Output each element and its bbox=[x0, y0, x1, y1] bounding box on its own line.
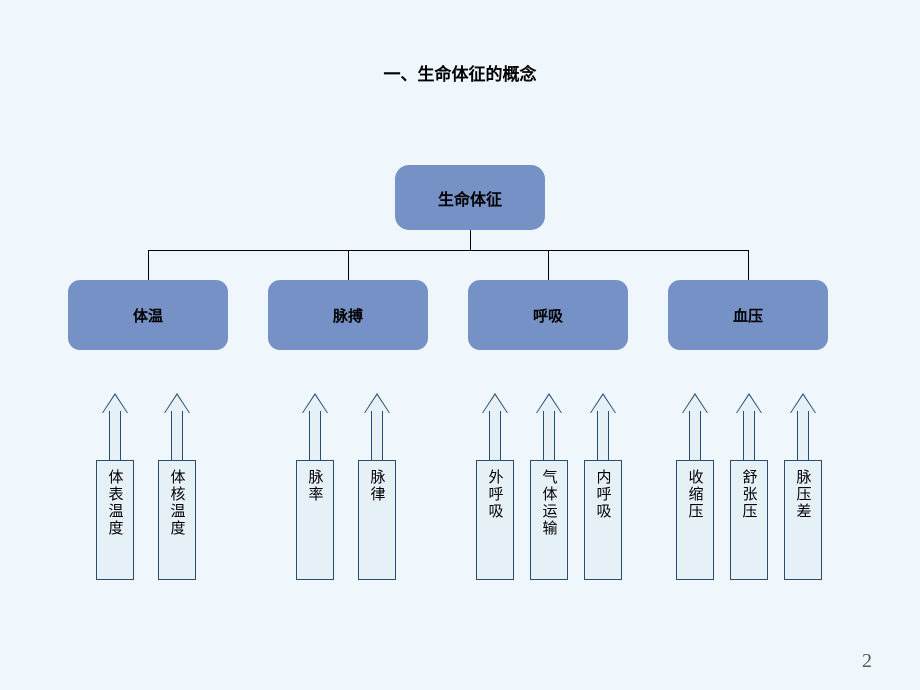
leaf-label: 体表温度 bbox=[105, 469, 126, 537]
leaf-node: 舒张压 bbox=[730, 460, 768, 580]
mid-node-temp: 体温 bbox=[68, 280, 228, 350]
connector-line bbox=[548, 250, 549, 280]
connector-line bbox=[348, 250, 349, 280]
mid-node-pulse: 脉搏 bbox=[268, 280, 428, 350]
mid-node-resp: 呼吸 bbox=[468, 280, 628, 350]
root-label: 生命体征 bbox=[438, 186, 502, 210]
leaf-node: 气体运输 bbox=[530, 460, 568, 580]
leaf-node: 外呼吸 bbox=[476, 460, 514, 580]
mid-label: 脉搏 bbox=[333, 305, 363, 326]
leaf-node: 内呼吸 bbox=[584, 460, 622, 580]
leaf-node: 体核温度 bbox=[158, 460, 196, 580]
mid-node-bp: 血压 bbox=[668, 280, 828, 350]
leaf-label: 体核温度 bbox=[167, 469, 188, 537]
mid-label: 体温 bbox=[133, 305, 163, 326]
page-title: 一、生命体征的概念 bbox=[0, 60, 920, 85]
leaf-label: 脉率 bbox=[305, 469, 326, 503]
connector-line bbox=[470, 230, 471, 250]
page-number: 2 bbox=[862, 650, 872, 673]
leaf-label: 外呼吸 bbox=[485, 469, 506, 520]
connector-line bbox=[748, 250, 749, 280]
leaf-label: 气体运输 bbox=[539, 469, 560, 537]
leaf-node: 收缩压 bbox=[676, 460, 714, 580]
connector-line bbox=[148, 250, 748, 251]
leaf-label: 内呼吸 bbox=[593, 469, 614, 520]
mid-label: 呼吸 bbox=[533, 305, 563, 326]
leaf-label: 脉律 bbox=[367, 469, 388, 503]
leaf-node: 脉率 bbox=[296, 460, 334, 580]
connector-line bbox=[148, 250, 149, 280]
leaf-label: 舒张压 bbox=[739, 469, 760, 520]
mid-label: 血压 bbox=[733, 305, 763, 326]
leaf-node: 脉律 bbox=[358, 460, 396, 580]
leaf-label: 脉压差 bbox=[793, 469, 814, 520]
leaf-node: 体表温度 bbox=[96, 460, 134, 580]
leaf-node: 脉压差 bbox=[784, 460, 822, 580]
root-node: 生命体征 bbox=[395, 165, 545, 230]
leaf-label: 收缩压 bbox=[685, 469, 706, 520]
